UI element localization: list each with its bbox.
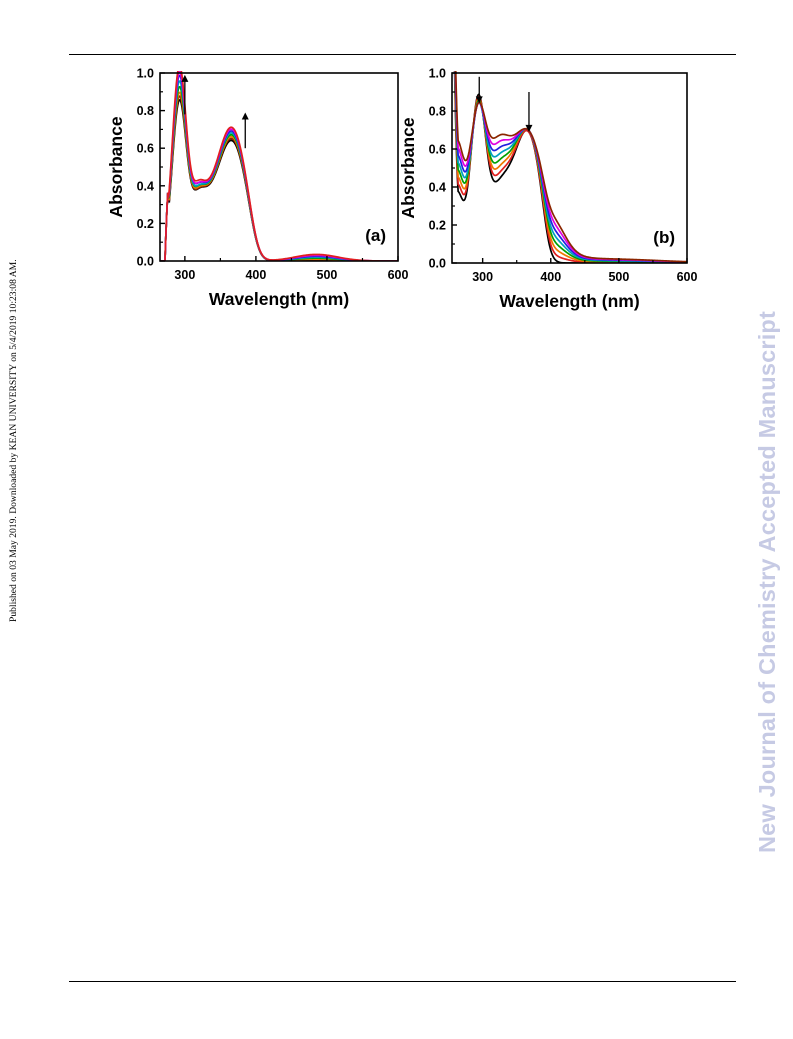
- x-tick-label: 400: [540, 270, 561, 284]
- journal-watermark: New Journal of Chemistry Accepted Manusc…: [754, 310, 780, 853]
- y-tick-label: 0.8: [429, 105, 446, 119]
- y-tick-label: 0.6: [429, 143, 446, 157]
- x-axis-title: Wavelength (nm): [499, 291, 639, 311]
- y-tick-label: 1.0: [137, 67, 154, 81]
- x-tick-label: 600: [388, 268, 409, 282]
- x-tick-label: 300: [472, 270, 493, 284]
- y-tick-label: 0.4: [137, 179, 154, 193]
- arrow-up-icon: [181, 74, 189, 115]
- y-tick-label: 0.2: [137, 217, 154, 231]
- top-rule: [69, 54, 736, 55]
- y-axis-title: Absorbance: [398, 117, 418, 218]
- plot-frame: [451, 72, 688, 264]
- publication-info-text: Published on 03 May 2019. Downloaded by …: [8, 259, 19, 622]
- chart-panel-b: 300 400 500 600 0.0 0.2 0.4 0.6 0.8 1.0 Wavelength…: [398, 67, 698, 312]
- arrow-up-icon: [241, 112, 249, 149]
- bottom-rule: [69, 981, 736, 982]
- x-tick-label: 500: [608, 270, 629, 284]
- y-tick-label: 0.6: [137, 142, 154, 156]
- series-group: [160, 71, 398, 261]
- series-line-3: [160, 91, 398, 261]
- series-line-8: [454, 71, 687, 263]
- series-group: [453, 71, 687, 263]
- panel-label: (b): [653, 228, 675, 247]
- x-tick-label: 400: [245, 268, 266, 282]
- y-tick-label: 0.2: [429, 219, 446, 233]
- series-line-4: [160, 85, 398, 261]
- y-tick-label: 0.0: [137, 255, 154, 269]
- x-tick-label: 600: [677, 270, 698, 284]
- x-tick-label: 500: [317, 268, 338, 282]
- x-tick-label: 300: [174, 268, 195, 282]
- y-tick-label: 0.8: [137, 104, 154, 118]
- panel-label: (a): [365, 226, 386, 245]
- y-tick-label: 0.4: [429, 181, 446, 195]
- series-line-7: [160, 71, 398, 261]
- y-tick-label: 0.0: [429, 257, 446, 271]
- series-line-6: [160, 74, 398, 261]
- arrow-down-icon: [525, 92, 533, 132]
- chart-panel-a: 300 400 500 600 0.0 0.2 0.4 0.6 0.8 1.0 Wavelength…: [106, 67, 409, 310]
- series-line-8: [160, 71, 398, 261]
- plot-frame: [159, 72, 399, 262]
- series-line-7: [454, 71, 687, 263]
- series-line-2: [160, 95, 398, 261]
- series-line-5: [160, 80, 398, 261]
- arrow-down-icon: [475, 76, 483, 104]
- y-axis-title: Absorbance: [106, 116, 126, 217]
- x-axis-title: Wavelength (nm): [209, 289, 349, 309]
- y-tick-label: 1.0: [429, 67, 446, 81]
